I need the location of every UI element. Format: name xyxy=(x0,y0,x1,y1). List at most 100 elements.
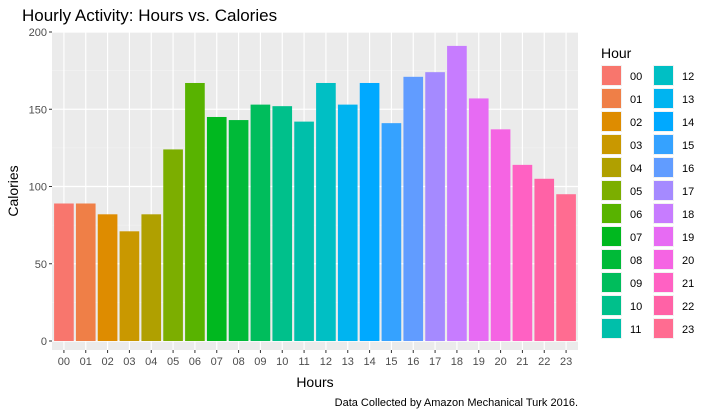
bar-hour-16 xyxy=(403,76,424,342)
legend-label-15: 15 xyxy=(682,140,694,152)
bar-hour-14 xyxy=(359,82,380,342)
bar-hour-17 xyxy=(425,72,445,342)
x-tick-label: 06 xyxy=(189,356,201,368)
legend-swatch-07 xyxy=(602,227,621,246)
legend-label-01: 01 xyxy=(630,94,642,106)
x-axis-label: Hours xyxy=(296,374,333,390)
legend-label-16: 16 xyxy=(682,163,694,175)
legend-swatch-05 xyxy=(602,181,621,200)
x-tick-label: 07 xyxy=(211,356,223,368)
legend-swatch-02 xyxy=(602,112,621,131)
x-tick-label: 00 xyxy=(58,356,70,368)
x-tick-label: 04 xyxy=(145,356,157,368)
bar-hour-06 xyxy=(185,82,205,342)
legend-label-20: 20 xyxy=(682,255,694,267)
legend-label-02: 02 xyxy=(630,117,642,129)
legend-label-21: 21 xyxy=(682,278,694,290)
legend-label-03: 03 xyxy=(630,140,642,152)
legend-swatch-06 xyxy=(602,204,621,223)
legend-label-09: 09 xyxy=(630,278,642,290)
bar-hour-22 xyxy=(534,178,555,341)
x-tick-label: 16 xyxy=(407,356,419,368)
chart-title: Hourly Activity: Hours vs. Calories xyxy=(22,6,277,25)
x-tick-label: 13 xyxy=(342,356,354,368)
legend-label-13: 13 xyxy=(682,94,694,106)
legend-swatch-03 xyxy=(602,135,621,154)
legend-label-18: 18 xyxy=(682,209,694,221)
legend-swatch-23 xyxy=(654,319,673,338)
x-tick-label: 17 xyxy=(429,356,441,368)
chart-caption: Data Collected by Amazon Mechanical Turk… xyxy=(335,397,578,409)
legend-swatch-00 xyxy=(602,66,621,85)
x-tick-label: 03 xyxy=(123,356,135,368)
legend-swatch-09 xyxy=(602,273,621,292)
x-tick-label: 10 xyxy=(276,356,288,368)
x-tick-label: 11 xyxy=(298,356,309,368)
legend-label-12: 12 xyxy=(682,71,694,83)
x-tick-label: 08 xyxy=(232,356,244,368)
y-tick-label: 100 xyxy=(29,182,47,194)
bar-hour-03 xyxy=(119,231,140,341)
legend-label-23: 23 xyxy=(682,324,694,336)
legend-swatch-13 xyxy=(654,89,673,108)
bar-hour-10 xyxy=(272,106,293,341)
x-tick-label: 21 xyxy=(516,356,528,368)
legend-label-00: 00 xyxy=(630,71,642,83)
x-tick-label: 01 xyxy=(80,356,92,368)
legend-swatch-15 xyxy=(654,135,673,154)
legend-swatch-10 xyxy=(602,296,621,315)
legend-label-08: 08 xyxy=(630,255,642,267)
bar-hour-13 xyxy=(337,104,358,342)
bar-hour-05 xyxy=(163,149,183,341)
legend-label-07: 07 xyxy=(630,232,642,244)
plot-panel xyxy=(52,32,578,350)
x-tick-label: 20 xyxy=(494,356,506,368)
legend-swatch-22 xyxy=(654,296,673,315)
y-tick-label: 200 xyxy=(29,27,47,39)
legend-swatch-17 xyxy=(654,181,673,200)
x-tick-label: 23 xyxy=(560,356,572,368)
bar-hour-09 xyxy=(250,104,271,342)
bar-hour-12 xyxy=(316,82,336,342)
legend-label-05: 05 xyxy=(630,186,642,198)
bar-hour-15 xyxy=(381,123,402,341)
legend-label-10: 10 xyxy=(630,301,642,313)
legend-swatch-21 xyxy=(654,273,673,292)
legend: 00 01 02 03 04 05 06 07 08 09 10 11 12 13 14 15 16 17 18 19… xyxy=(601,65,694,339)
legend-label-04: 04 xyxy=(630,163,642,175)
legend-label-17: 17 xyxy=(682,186,694,198)
bar-hour-18 xyxy=(447,45,467,341)
bar-hour-07 xyxy=(206,116,227,341)
bar-hour-11 xyxy=(294,121,314,341)
legend-label-06: 06 xyxy=(630,209,642,221)
legend-swatch-14 xyxy=(654,112,673,131)
legend-title: Hour xyxy=(601,45,632,61)
bar-hour-01 xyxy=(75,203,96,341)
legend-label-11: 11 xyxy=(630,324,641,336)
bars xyxy=(54,45,576,342)
x-tick-label: 22 xyxy=(538,356,550,368)
legend-label-14: 14 xyxy=(682,117,694,129)
x-tick-label: 15 xyxy=(385,356,397,368)
x-tick-label: 14 xyxy=(363,356,375,368)
y-tick-label: 50 xyxy=(35,259,47,271)
x-tick-label: 19 xyxy=(473,356,485,368)
legend-swatch-12 xyxy=(654,66,673,85)
legend-swatch-04 xyxy=(602,158,621,177)
legend-swatch-20 xyxy=(654,250,673,269)
x-tick-label: 09 xyxy=(254,356,266,368)
bar-hour-04 xyxy=(141,214,162,341)
y-tick-label: 150 xyxy=(29,104,47,116)
bar-hour-23 xyxy=(556,194,576,341)
legend-swatch-11 xyxy=(602,319,621,338)
legend-swatch-18 xyxy=(654,204,673,223)
bar-hour-02 xyxy=(97,214,118,341)
bar-hour-19 xyxy=(468,98,489,341)
legend-swatch-16 xyxy=(654,158,673,177)
x-tick-label: 18 xyxy=(451,356,463,368)
bar-hour-21 xyxy=(512,164,533,341)
y-tick-label: 0 xyxy=(41,336,47,348)
legend-swatch-19 xyxy=(654,227,673,246)
